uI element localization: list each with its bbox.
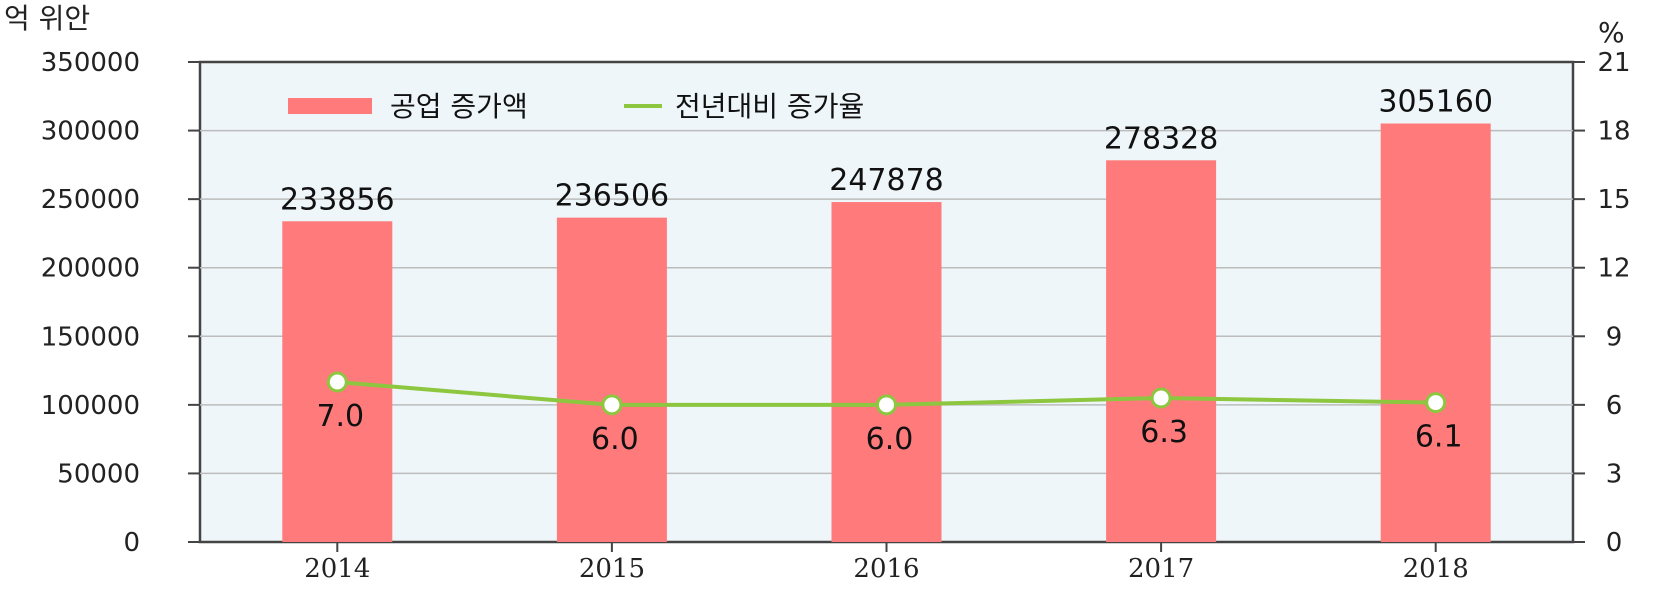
rate-value-label: 6.0 xyxy=(866,422,914,457)
right-tick-label: 3 xyxy=(1606,459,1623,489)
rate-value-label: 6.3 xyxy=(1140,415,1188,450)
right-tick-label: 9 xyxy=(1606,322,1623,352)
right-tick-label: 12 xyxy=(1597,254,1630,284)
legend-bar-label: 공업 증가액 xyxy=(390,90,528,123)
x-tick-label: 2014 xyxy=(304,554,370,584)
bar xyxy=(1106,160,1217,542)
rate-point xyxy=(601,394,623,416)
right-tick-label: 18 xyxy=(1597,117,1630,147)
right-tick-label: 21 xyxy=(1597,48,1630,78)
left-tick-label: 250000 xyxy=(41,185,140,215)
x-axis-ticks: 2014 2015 2016 2017 2018 xyxy=(304,542,1469,584)
rate-point xyxy=(326,371,348,393)
right-tick-label: 6 xyxy=(1606,391,1623,421)
left-tick-label: 300000 xyxy=(41,117,140,147)
left-tick-label: 350000 xyxy=(41,48,140,78)
right-axis-unit: % xyxy=(1598,16,1625,49)
x-tick-label: 2015 xyxy=(579,554,645,584)
gridlines xyxy=(200,129,1573,475)
legend-line-label: 전년대비 증가율 xyxy=(675,90,864,123)
bar-value-label: 278328 xyxy=(1104,121,1219,156)
right-tick-label: 0 xyxy=(1606,528,1623,558)
x-tick-label: 2017 xyxy=(1128,554,1194,584)
bars: 233856 236506 247878 278328 305160 xyxy=(280,84,1493,542)
bar xyxy=(1380,123,1491,542)
rate-point xyxy=(1425,392,1447,414)
rate-value-label: 7.0 xyxy=(316,399,364,434)
left-tick-label: 100000 xyxy=(41,391,140,421)
bar xyxy=(831,202,942,542)
bar-value-label: 247878 xyxy=(829,163,944,198)
rate-value-label: 6.1 xyxy=(1415,420,1463,455)
left-tick-label: 150000 xyxy=(41,322,140,352)
bar xyxy=(556,217,667,542)
left-tick-label: 0 xyxy=(123,528,140,558)
x-tick-label: 2018 xyxy=(1403,554,1469,584)
rate-point xyxy=(876,394,897,416)
legend-bar-swatch xyxy=(288,98,372,114)
bar-value-label: 236506 xyxy=(555,179,670,214)
rate-line: 7.0 6.0 6.0 6.3 6.1 xyxy=(316,371,1463,457)
left-axis-ticks: 0 50000 100000 150000 200000 250000 300000 3500… xyxy=(41,48,200,558)
right-tick-label: 15 xyxy=(1597,185,1630,215)
bar-value-label: 233856 xyxy=(280,182,395,217)
left-tick-label: 200000 xyxy=(41,254,140,284)
rate-value-label: 6.0 xyxy=(591,422,639,457)
right-axis-ticks: 0 3 6 9 12 15 18 21 xyxy=(1573,48,1631,558)
rate-point xyxy=(1150,387,1172,409)
legend: 공업 증가액 전년대비 증가율 xyxy=(288,90,864,123)
bar-value-label: 305160 xyxy=(1378,84,1493,119)
left-tick-label: 50000 xyxy=(57,459,140,489)
left-axis-unit: 억 위안 xyxy=(4,2,90,35)
x-tick-label: 2016 xyxy=(853,554,919,584)
